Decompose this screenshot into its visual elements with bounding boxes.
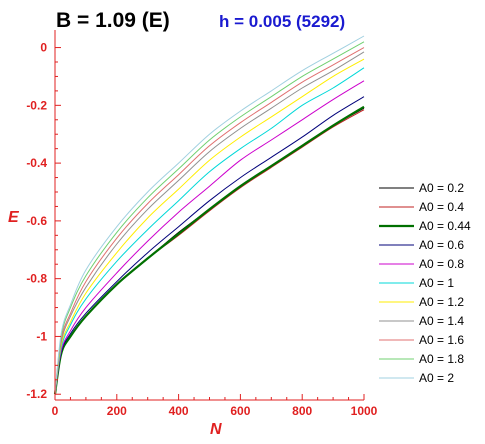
- y-tick-label: -1.2: [26, 387, 47, 401]
- x-axis-label: N: [210, 421, 222, 438]
- chart-title: B = 1.09 (E): [56, 9, 170, 32]
- legend-label: A0 = 1.4: [419, 314, 464, 328]
- legend-label: A0 = 0.8: [419, 257, 464, 271]
- x-tick-label: 800: [292, 404, 312, 418]
- legend-label: A0 = 1.2: [419, 295, 464, 309]
- legend-label: A0 = 2: [419, 371, 454, 385]
- series-line-4: [54, 80, 365, 395]
- x-tick-label: 400: [169, 404, 189, 418]
- x-tick-labels: 0 200 400 600 800 1000: [52, 404, 378, 418]
- x-tick-label: 200: [107, 404, 127, 418]
- legend: A0 = 0.2 A0 = 0.4 A0 = 0.44 A0 = 0.6 A0 = 0.…: [379, 181, 471, 385]
- series-line-3: [54, 96, 365, 395]
- y-axis-label: E: [8, 209, 20, 226]
- y-tick-label: -0.4: [26, 156, 47, 170]
- series-line-2: [53, 105, 365, 395]
- y-tick-label: -1: [36, 329, 47, 343]
- axes: [54, 30, 365, 401]
- series-line-9: [54, 41, 365, 395]
- series-line-5: [54, 67, 365, 395]
- x-tick-label: 1000: [351, 404, 378, 418]
- y-tick-label: 0: [40, 41, 47, 55]
- chart-subtitle: h = 0.005 (5292): [219, 12, 345, 31]
- legend-label: A0 = 0.2: [419, 181, 464, 195]
- series-line-7: [54, 51, 365, 395]
- legend-label: A0 = 1.8: [419, 352, 464, 366]
- y-tick-label: -0.8: [26, 272, 47, 286]
- y-tick-labels: 0 -0.2 -0.4 -0.6 -0.8 -1 -1.2: [26, 41, 47, 402]
- series-line-6: [54, 58, 365, 395]
- x-tick-label: 0: [52, 404, 59, 418]
- legend-label: A0 = 0.44: [419, 219, 471, 233]
- legend-label: A0 = 0.6: [419, 238, 464, 252]
- legend-label: A0 = 1: [419, 276, 454, 290]
- legend-label: A0 = 1.6: [419, 333, 464, 347]
- series-layer: [53, 35, 365, 395]
- legend-label: A0 = 0.4: [419, 200, 464, 214]
- series-line-8: [54, 47, 365, 395]
- series-line-10: [54, 35, 365, 395]
- x-tick-label: 600: [230, 404, 250, 418]
- y-tick-label: -0.2: [26, 98, 47, 112]
- y-tick-label: -0.6: [26, 214, 47, 228]
